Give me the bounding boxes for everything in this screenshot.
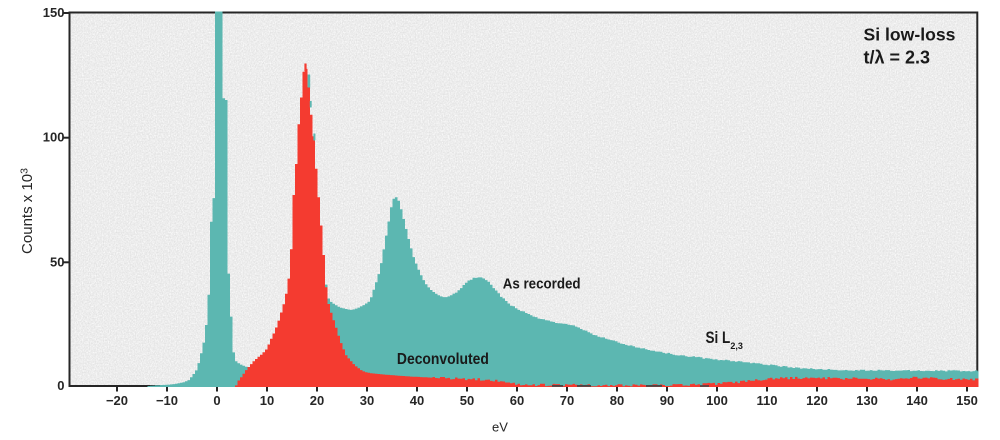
svg-text:Si L: Si L (706, 329, 731, 348)
svg-text:40: 40 (410, 393, 424, 408)
svg-text:120: 120 (806, 393, 828, 408)
svg-text:Si low-loss: Si low-loss (864, 24, 956, 44)
svg-text:150: 150 (43, 5, 65, 20)
svg-text:60: 60 (510, 393, 524, 408)
svg-text:As recorded: As recorded (503, 276, 581, 293)
svg-text:130: 130 (856, 393, 878, 408)
svg-text:Deconvoluted: Deconvoluted (397, 351, 489, 368)
svg-text:−10: −10 (156, 393, 178, 408)
svg-text:2,3: 2,3 (730, 341, 743, 351)
svg-text:50: 50 (460, 393, 474, 408)
svg-text:Counts x 103: Counts x 103 (19, 168, 37, 254)
svg-text:0: 0 (57, 378, 64, 393)
svg-text:70: 70 (560, 393, 574, 408)
svg-text:100: 100 (43, 130, 65, 145)
svg-text:10: 10 (260, 393, 274, 408)
svg-text:110: 110 (757, 393, 778, 408)
svg-text:20: 20 (310, 393, 324, 408)
svg-text:80: 80 (610, 393, 624, 408)
svg-text:90: 90 (660, 393, 674, 408)
svg-text:50: 50 (50, 254, 64, 269)
svg-text:140: 140 (906, 393, 928, 408)
svg-text:eV: eV (492, 420, 508, 435)
svg-text:−20: −20 (106, 393, 128, 408)
svg-text:150: 150 (956, 393, 978, 408)
svg-text:30: 30 (360, 393, 374, 408)
svg-text:100: 100 (706, 393, 728, 408)
svg-text:t/λ = 2.3: t/λ = 2.3 (864, 48, 931, 68)
svg-text:0: 0 (213, 393, 220, 408)
